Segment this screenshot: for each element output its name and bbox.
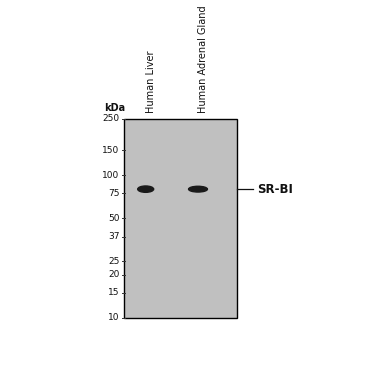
Text: 150: 150 — [102, 146, 120, 155]
Text: 25: 25 — [108, 256, 120, 265]
Text: 37: 37 — [108, 232, 120, 242]
Ellipse shape — [138, 186, 154, 192]
Text: 20: 20 — [108, 270, 120, 279]
Text: Human Adrenal Gland: Human Adrenal Gland — [198, 5, 208, 113]
Text: 250: 250 — [102, 114, 120, 123]
Text: 50: 50 — [108, 214, 120, 223]
Text: 10: 10 — [108, 314, 120, 322]
Text: 15: 15 — [108, 288, 120, 297]
Text: kDa: kDa — [105, 103, 126, 113]
Text: 75: 75 — [108, 189, 120, 198]
Text: SR-BI: SR-BI — [258, 183, 294, 196]
Bar — [124, 118, 237, 318]
Text: 100: 100 — [102, 171, 120, 180]
Text: Human Liver: Human Liver — [146, 50, 156, 113]
Ellipse shape — [189, 186, 207, 192]
